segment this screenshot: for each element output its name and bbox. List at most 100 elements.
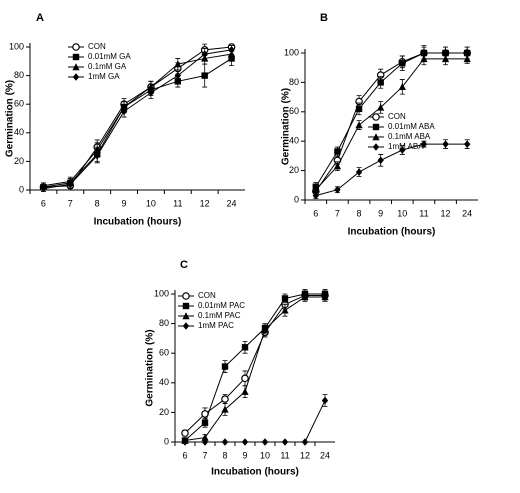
y-tick-label: 100 [154,288,169,298]
panel-label: B [320,12,328,24]
x-tick-label: 7 [202,450,207,460]
legend-label: 0.01mM PAC [198,301,245,310]
marker [201,50,208,58]
series-line [43,58,232,188]
legend-label: CON [388,112,406,121]
series-line [315,58,468,191]
x-tick-label: 9 [242,450,247,460]
y-tick-label: 60 [159,348,169,358]
y-tick-label: 40 [14,127,24,137]
x-tick-label: 10 [146,198,156,208]
series-line [184,293,325,441]
x-tick-label: 12 [200,198,210,208]
legend-marker [372,143,380,151]
marker [40,184,47,193]
y-axis-title: Germination (%) [281,88,292,165]
marker [174,71,182,80]
legend-marker [182,302,190,310]
marker [377,103,385,111]
marker [321,396,329,405]
marker [355,168,363,176]
legend-label: 0.1mM PAC [198,311,241,320]
x-axis-title: Incubation (hours) [348,227,436,238]
x-tick-label: 6 [313,208,318,218]
marker [241,344,249,351]
marker [420,140,428,148]
panel-label: A [36,12,44,24]
x-tick-label: 8 [95,198,100,208]
y-tick-label: 20 [289,165,299,175]
y-tick-label: 80 [289,77,299,87]
legend-marker [372,113,380,121]
x-tick-label: 11 [173,198,182,208]
x-tick-label: 6 [41,198,46,208]
marker [201,72,208,79]
legend-label: 1mM PAC [198,321,234,330]
legend-label: 0.01mM ABA [388,122,435,131]
marker [355,105,363,113]
marker [221,395,229,403]
y-axis-title: Germination (%) [145,329,156,406]
y-tick-label: 20 [159,407,169,417]
marker [420,55,428,63]
x-tick-label: 10 [397,208,407,218]
x-tick-label: 9 [378,208,383,218]
panel: B 0 20 40 60 80 100 6 7 8 9 10 11 12 24 Germination (%)… [281,12,478,238]
y-tick-label: 80 [14,70,24,80]
marker [181,438,189,446]
x-tick-label: 11 [280,450,289,460]
panel-label: C [180,259,188,271]
x-tick-label: 8 [222,450,227,460]
marker [333,162,342,170]
legend-marker [72,53,80,61]
x-axis-title: Incubation (hours) [211,467,299,478]
legend-marker [72,63,80,71]
legend-marker [182,322,190,330]
marker [174,60,182,68]
legend-label: CON [198,291,216,300]
y-tick-label: 100 [9,41,24,51]
marker [377,156,384,165]
series-line [43,46,232,188]
legend-label: CON [88,42,106,51]
y-tick-label: 60 [14,99,24,109]
series-line [185,400,326,443]
x-tick-label: 8 [357,208,362,218]
y-tick-label: 0 [294,194,299,204]
x-tick-label: 6 [182,450,187,460]
x-tick-label: 7 [68,198,73,208]
marker [67,180,74,189]
marker [221,438,229,446]
y-axis-title: Germination (%) [5,80,16,157]
marker [334,148,341,155]
series-line [43,53,232,187]
y-tick-label: 20 [14,156,24,166]
x-tick-label: 24 [227,198,237,208]
legend-marker [182,312,190,320]
marker [312,185,320,193]
marker [301,293,309,301]
legend-label: 1mM ABA [388,142,424,151]
marker [261,325,269,333]
marker [321,293,329,301]
marker [355,121,363,129]
marker [93,151,101,160]
x-tick-label: 7 [335,208,340,218]
legend-marker [182,292,190,300]
x-tick-label: 12 [441,208,451,218]
y-tick-label: 0 [164,436,169,446]
marker [228,46,235,54]
legend-label: 1mM GA [88,72,120,81]
marker [334,185,341,194]
marker [281,438,289,446]
x-tick-label: 10 [260,450,270,460]
marker [301,438,309,446]
legend-marker [372,123,380,131]
marker [201,419,209,426]
marker [399,60,406,67]
legend-label: 0.01mM GA [88,52,131,61]
marker [442,140,449,148]
x-tick-label: 9 [122,198,127,208]
y-tick-label: 80 [159,318,169,328]
legend-marker [72,43,80,51]
